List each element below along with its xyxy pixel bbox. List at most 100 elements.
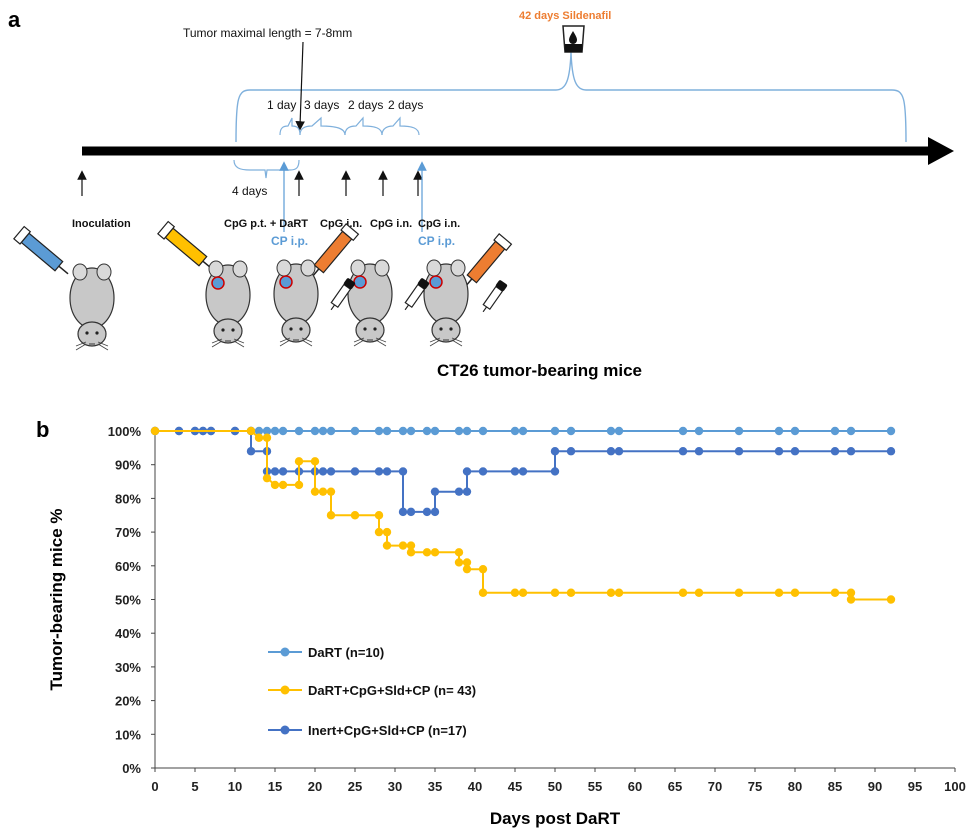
data-point	[566, 447, 576, 456]
data-point	[510, 588, 520, 597]
data-point	[382, 467, 392, 476]
syringe-icon-yellow	[157, 220, 213, 270]
interval-label-3: 2 days	[348, 98, 383, 112]
x-tick-label: 50	[548, 779, 562, 794]
interval-label-2: 3 days	[304, 98, 339, 112]
four-days-bracket	[233, 159, 300, 179]
data-point	[518, 467, 528, 476]
data-point	[478, 588, 488, 597]
x-tick-label: 15	[268, 779, 282, 794]
x-tick-label: 10	[228, 779, 242, 794]
data-point	[566, 588, 576, 597]
data-point	[606, 588, 616, 597]
cpg-in-label-1: CpG i.n.	[320, 218, 362, 230]
data-point	[462, 467, 472, 476]
data-point	[454, 487, 464, 496]
mouse-icon-1	[69, 263, 115, 351]
data-point	[382, 541, 392, 550]
data-point	[606, 447, 616, 456]
panel-a: a 42 days Sildenafil Tumor maximal lengt…	[8, 7, 954, 380]
data-point	[478, 426, 488, 436]
mouse-icon-5	[423, 259, 469, 347]
data-point	[318, 487, 328, 496]
data-point	[326, 511, 336, 520]
data-point	[382, 527, 392, 537]
x-tick-label: 100	[944, 779, 966, 794]
mouse-icon-2	[205, 260, 251, 348]
x-tick-label: 20	[308, 779, 322, 794]
data-point	[374, 511, 384, 520]
syringe-icon-blue	[13, 225, 69, 275]
data-point	[846, 588, 856, 597]
mouse-icon-4	[347, 259, 393, 347]
tumor-length-arrow	[295, 41, 305, 131]
data-point	[518, 588, 528, 597]
data-point	[454, 558, 464, 567]
data-point	[398, 541, 408, 550]
data-point	[318, 467, 328, 476]
y-axis-title: Tumor-bearing mice %	[47, 509, 66, 691]
data-point	[430, 487, 440, 496]
data-point	[310, 457, 320, 466]
interval-bracket-1	[279, 117, 301, 136]
dropper-icon-3	[482, 280, 508, 313]
data-point	[270, 467, 280, 476]
y-tick-label: 80%	[115, 491, 141, 506]
data-point	[398, 507, 408, 517]
y-tick-label: 60%	[115, 559, 141, 574]
data-point	[270, 480, 280, 490]
data-point	[614, 588, 624, 597]
interval-label-1: 1 day	[267, 98, 296, 112]
data-point	[382, 426, 392, 436]
data-point	[550, 426, 560, 436]
data-point	[830, 426, 840, 436]
panel-b-letter: b	[36, 417, 49, 442]
x-tick-label: 5	[191, 779, 198, 794]
data-point	[350, 511, 360, 520]
data-point	[734, 588, 744, 597]
x-tick-label: 75	[748, 779, 762, 794]
data-point	[422, 426, 432, 436]
data-point	[398, 467, 408, 476]
data-point	[406, 548, 416, 557]
data-point	[886, 426, 896, 436]
data-point	[550, 467, 560, 476]
data-point	[150, 426, 160, 436]
x-tick-label: 30	[388, 779, 402, 794]
cp-ip-label-2: CP i.p.	[418, 234, 455, 248]
data-point	[774, 447, 784, 456]
y-tick-label: 70%	[115, 525, 141, 540]
interval-label-4: 2 days	[388, 98, 423, 112]
data-point	[326, 467, 336, 476]
data-point	[310, 426, 320, 436]
y-tick-label: 30%	[115, 660, 141, 675]
data-point	[270, 426, 280, 436]
data-point	[886, 447, 896, 456]
dropper-icon-2	[404, 278, 430, 311]
y-tick-label: 20%	[115, 694, 141, 709]
data-point	[774, 588, 784, 597]
x-tick-label: 60	[628, 779, 642, 794]
data-point	[694, 588, 704, 597]
x-tick-label: 55	[588, 779, 602, 794]
data-point	[294, 480, 304, 490]
panel-b: b 0% 10% 20% 30% 40% 50% 60% 70% 80% 90% 100% 0 5 10 1…	[36, 417, 966, 828]
data-point	[254, 426, 264, 436]
data-point	[350, 426, 360, 436]
data-point	[550, 447, 560, 456]
data-point	[398, 426, 408, 436]
data-point	[326, 487, 336, 496]
data-point	[478, 564, 488, 574]
cp-ip-label-1: CP i.p.	[271, 234, 308, 248]
legend-entry: Inert+CpG+Sld+CP (n=17)	[308, 723, 467, 738]
x-tick-label: 90	[868, 779, 882, 794]
data-point	[566, 426, 576, 436]
model-title: CT26 tumor-bearing mice	[437, 361, 642, 380]
legend-marker	[280, 647, 290, 657]
dropper-icon-1	[330, 278, 356, 311]
data-point	[462, 564, 472, 574]
data-point	[326, 426, 336, 436]
data-point	[278, 480, 288, 490]
x-tick-label: 45	[508, 779, 522, 794]
